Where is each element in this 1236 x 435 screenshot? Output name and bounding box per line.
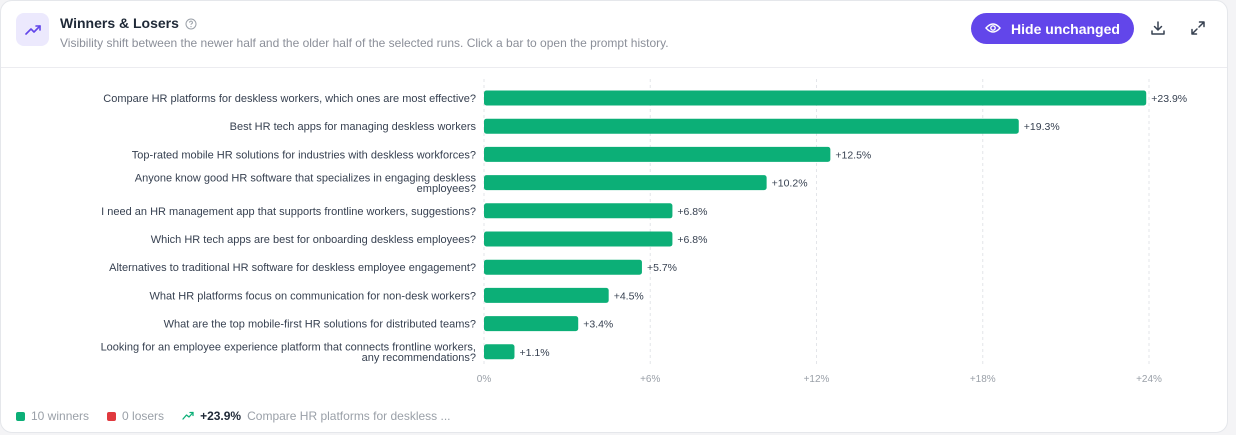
x-tick-label: +24% xyxy=(1136,374,1162,385)
bar[interactable] xyxy=(484,231,673,247)
trend-up-small-icon xyxy=(182,409,194,423)
bar[interactable] xyxy=(484,259,642,275)
bar[interactable] xyxy=(484,90,1147,106)
category-label: Which HR tech apps are best for onboardi… xyxy=(151,234,476,246)
eye-icon xyxy=(985,21,1001,37)
winners-losers-chart: 0% +6% +12% +18% +24% Compare HR platforms fo… xyxy=(101,79,1187,385)
x-tick-label: 0% xyxy=(477,374,492,385)
value-label: +6.8% xyxy=(677,234,707,246)
category-label-line: Alternatives to traditional HR software … xyxy=(109,262,476,274)
category-label-line: What are the top mobile-first HR solutio… xyxy=(164,319,476,331)
category-label-line: Looking for an employee experience platf… xyxy=(101,342,476,354)
category-label-line: employees? xyxy=(417,183,476,195)
card-subtitle: Visibility shift between the newer half … xyxy=(60,36,669,50)
legend-winners: 10 winners xyxy=(16,409,89,423)
winners-swatch xyxy=(16,411,25,421)
value-label: +1.1% xyxy=(519,347,549,359)
help-circle-icon[interactable] xyxy=(185,17,197,30)
trending-up-icon xyxy=(16,13,49,46)
value-label: +12.5% xyxy=(835,149,871,161)
category-label: Compare HR platforms for deskless worker… xyxy=(103,93,476,105)
value-label: +6.8% xyxy=(677,206,707,218)
value-label: +10.2% xyxy=(772,178,808,190)
x-tick-label: +18% xyxy=(970,374,996,385)
bar[interactable] xyxy=(484,316,579,332)
card-title: Winners & Losers xyxy=(60,15,179,31)
chart-legend: 10 winners 0 losers +23.9% Compare HR pl… xyxy=(16,409,469,423)
category-label-line: Top-rated mobile HR solutions for indust… xyxy=(132,149,476,161)
losers-swatch xyxy=(107,411,117,421)
value-label: +4.5% xyxy=(614,290,644,302)
legend-top-value: +23.9% xyxy=(200,409,242,423)
category-label: Alternatives to traditional HR software … xyxy=(109,262,476,274)
category-label-line: Anyone know good HR software that specia… xyxy=(135,172,477,184)
category-label: Top-rated mobile HR solutions for indust… xyxy=(132,149,476,161)
category-label-line: What HR platforms focus on communication… xyxy=(150,290,476,302)
legend-losers-label: 0 losers xyxy=(122,409,165,423)
category-label-line: Best HR tech apps for managing deskless … xyxy=(230,121,477,133)
category-label-line: Compare HR platforms for deskless worker… xyxy=(103,93,476,105)
bar[interactable] xyxy=(484,344,515,360)
bar[interactable] xyxy=(484,146,831,162)
x-tick-label: +12% xyxy=(804,374,830,385)
category-label: I need an HR management app that support… xyxy=(101,206,476,218)
value-label: +19.3% xyxy=(1024,121,1060,133)
value-label: +5.7% xyxy=(647,262,677,274)
category-label-line: I need an HR management app that support… xyxy=(101,206,476,218)
card-header: Winners & Losers Visibility shift betwee… xyxy=(1,1,1227,68)
card-title-wrap: Winners & Losers xyxy=(60,15,197,31)
bar[interactable] xyxy=(484,118,1019,134)
category-label: Anyone know good HR software that specia… xyxy=(135,172,477,195)
category-label: Looking for an employee experience platf… xyxy=(101,342,476,365)
legend-top-label: Compare HR platforms for deskless ... xyxy=(247,409,451,423)
category-label: What HR platforms focus on communication… xyxy=(150,290,476,302)
bar[interactable] xyxy=(484,175,767,191)
bar[interactable] xyxy=(484,287,609,303)
expand-icon[interactable] xyxy=(1189,19,1207,37)
category-label-line: any recommendations? xyxy=(362,352,476,364)
download-icon[interactable] xyxy=(1149,19,1167,37)
x-tick-label: +6% xyxy=(640,374,660,385)
legend-losers: 0 losers xyxy=(107,409,164,423)
value-label: +23.9% xyxy=(1151,93,1187,105)
hide-unchanged-button[interactable]: Hide unchanged xyxy=(971,13,1134,44)
legend-winners-label: 10 winners xyxy=(31,409,90,423)
value-label: +3.4% xyxy=(583,319,613,331)
hide-unchanged-label: Hide unchanged xyxy=(1011,20,1120,37)
legend-top-mover: +23.9% Compare HR platforms for deskless… xyxy=(182,409,451,423)
bar[interactable] xyxy=(484,203,673,219)
category-label: What are the top mobile-first HR solutio… xyxy=(164,319,476,331)
category-label: Best HR tech apps for managing deskless … xyxy=(230,121,477,133)
category-label-line: Which HR tech apps are best for onboardi… xyxy=(151,234,476,246)
